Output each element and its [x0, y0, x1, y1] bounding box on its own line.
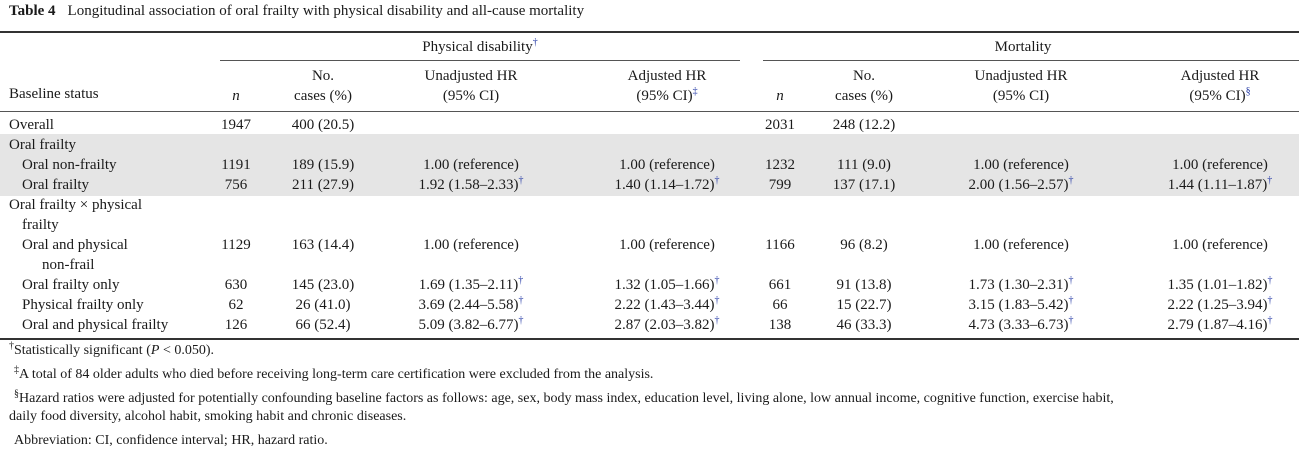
row-label: Overall — [9, 117, 54, 133]
table-caption: Longitudinal association of oral frailty… — [67, 3, 585, 19]
cell-m-unadj: 1.00 (reference) — [973, 237, 1069, 253]
top-rule — [0, 31, 1299, 33]
row-label: Oral and physical — [22, 237, 128, 253]
cell-m-n: 1232 — [765, 157, 795, 173]
cell-m-adj: 1.35 (1.01–1.82)† — [1167, 275, 1273, 294]
cell-m-unadj: 1.00 (reference) — [973, 157, 1069, 173]
cell-m-adj: 2.22 (1.25–3.94)† — [1167, 295, 1273, 314]
cell-m-adj: 1.00 (reference) — [1172, 237, 1268, 253]
group-header-mortality: Mortality — [994, 39, 1052, 55]
cell-pd-n: 1129 — [221, 237, 251, 253]
cell-m-unadj: 1.73 (1.30–2.31)† — [968, 275, 1074, 294]
cell-pd-adj: 2.22 (1.43–3.44)† — [614, 295, 720, 314]
header-rule — [0, 111, 1299, 112]
cell-pd-adj: 2.87 (2.03–3.82)† — [614, 315, 720, 334]
cell-m-n: 799 — [768, 177, 792, 193]
cell-pd-adj: 1.00 (reference) — [619, 237, 715, 253]
cell-m-cases: 91 (13.8) — [836, 277, 892, 293]
row-label: Oral frailty — [9, 137, 77, 153]
cell-pd-adj: 1.00 (reference) — [619, 157, 715, 173]
cell-m-cases: 15 (22.7) — [836, 297, 892, 313]
cell-m-cases: 46 (33.3) — [836, 317, 892, 333]
cell-m-unadj: 2.00 (1.56–2.57)† — [968, 175, 1074, 194]
table-title: Table 4 Longitudinal association of oral … — [9, 3, 584, 20]
footnote-adjustment-cont: daily food diversity, alcohol habit, smo… — [9, 409, 407, 424]
cell-m-adj: 1.00 (reference) — [1172, 157, 1268, 173]
table-label: Table 4 — [9, 3, 56, 19]
cell-pd-unadj: 1.69 (1.35–2.11)† — [418, 275, 524, 294]
cell-pd-unadj: 3.69 (2.44–5.58)† — [418, 295, 524, 314]
cell-pd-adj: 1.32 (1.05–1.66)† — [614, 275, 720, 294]
cell-m-adj: 2.79 (1.87–4.16)† — [1167, 315, 1273, 334]
cell-m-adj: 1.44 (1.11–1.87)† — [1167, 175, 1273, 194]
cell-pd-unadj: 5.09 (3.82–6.77)† — [418, 315, 524, 334]
cell-pd-n: 1191 — [221, 157, 251, 173]
row-label: frailty — [22, 217, 59, 233]
footnote-significance: †Statistically significant (P < 0.050). — [9, 340, 214, 358]
cell-pd-n: 1947 — [221, 117, 251, 133]
cell-pd-unadj: 1.00 (reference) — [423, 157, 519, 173]
cell-pd-cases: 66 (52.4) — [295, 317, 351, 333]
header-unadj-pd: Unadjusted HR (95% CI) — [424, 68, 518, 104]
cell-pd-cases: 26 (41.0) — [295, 297, 351, 313]
cell-m-n: 661 — [768, 277, 792, 293]
cell-m-n: 138 — [768, 317, 792, 333]
cell-m-unadj: 3.15 (1.83–5.42)† — [968, 295, 1074, 314]
row-label: Oral frailty only — [22, 277, 120, 293]
cell-m-cases: 111 (9.0) — [837, 157, 891, 173]
group-header-physical-disability: Physical disability† — [422, 37, 538, 56]
cell-m-n: 1166 — [765, 237, 795, 253]
footnote-adjustment: §Hazard ratios were adjusted for potenti… — [14, 388, 1114, 406]
cell-m-unadj: 4.73 (3.33–6.73)† — [968, 315, 1074, 334]
cell-m-cases: 248 (12.2) — [832, 117, 896, 133]
cell-pd-cases: 145 (23.0) — [291, 277, 355, 293]
header-baseline-status: Baseline status — [9, 86, 99, 102]
cell-pd-cases: 163 (14.4) — [291, 237, 355, 253]
cell-pd-n: 62 — [228, 297, 244, 313]
cell-pd-unadj: 1.00 (reference) — [423, 237, 519, 253]
cell-m-n: 2031 — [765, 117, 795, 133]
header-adj-pd: Adjusted HR (95% CI)‡ — [627, 68, 707, 104]
cell-pd-n: 756 — [224, 177, 248, 193]
cell-pd-unadj: 1.92 (1.58–2.33)† — [418, 175, 524, 194]
cell-pd-cases: 189 (15.9) — [291, 157, 355, 173]
header-n-m: n — [776, 88, 784, 104]
row-label: non-frail — [42, 257, 95, 273]
cell-pd-cases: 400 (20.5) — [291, 117, 355, 133]
bottom-rule — [0, 338, 1299, 340]
row-label: Oral and physical frailty — [22, 317, 169, 333]
footnote-excluded: ‡A total of 84 older adults who died bef… — [14, 364, 654, 382]
row-label: Oral frailty × physical — [9, 197, 143, 213]
group-rule-physical-disability — [220, 60, 740, 61]
cell-pd-adj: 1.40 (1.14–1.72)† — [614, 175, 720, 194]
header-cases-m: No. cases (%) — [835, 68, 893, 104]
header-adj-m: Adjusted HR (95% CI)§ — [1180, 68, 1260, 104]
header-unadj-m: Unadjusted HR (95% CI) — [974, 68, 1068, 104]
row-label: Oral frailty — [22, 177, 90, 193]
cell-pd-n: 126 — [224, 317, 248, 333]
row-label: Oral non-frailty — [22, 157, 117, 173]
footnote-abbreviation: Abbreviation: CI, confidence interval; H… — [14, 433, 328, 448]
shade-oral-frailty — [0, 134, 1299, 196]
cell-pd-n: 630 — [224, 277, 248, 293]
cell-m-cases: 137 (17.1) — [832, 177, 896, 193]
header-cases-pd: No. cases (%) — [294, 68, 352, 104]
cell-m-cases: 96 (8.2) — [840, 237, 888, 253]
cell-m-n: 66 — [772, 297, 788, 313]
group-rule-mortality — [763, 60, 1299, 61]
row-label: Physical frailty only — [22, 297, 144, 313]
cell-pd-cases: 211 (27.9) — [292, 177, 354, 193]
header-n-pd: n — [232, 88, 240, 104]
